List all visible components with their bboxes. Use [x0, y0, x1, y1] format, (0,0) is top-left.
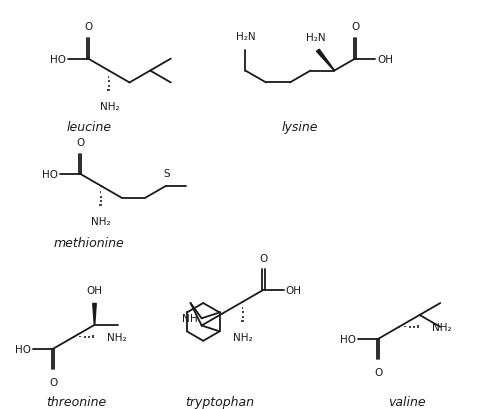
Text: valine: valine: [388, 395, 426, 408]
Text: H: H: [190, 313, 197, 323]
Text: O: O: [374, 367, 382, 377]
Text: S: S: [164, 169, 170, 178]
Text: H₂N: H₂N: [236, 32, 255, 42]
Text: lysine: lysine: [282, 120, 318, 133]
Text: HO: HO: [50, 54, 66, 65]
Text: NH₂: NH₂: [432, 322, 452, 332]
Text: O: O: [351, 22, 359, 32]
Text: methionine: methionine: [54, 236, 124, 249]
Text: O: O: [49, 377, 57, 387]
Text: NH₂: NH₂: [91, 217, 111, 227]
Text: HO: HO: [340, 334, 356, 344]
Text: O: O: [76, 137, 85, 147]
Text: OH: OH: [87, 286, 102, 296]
Text: H₂N: H₂N: [306, 33, 326, 43]
Polygon shape: [316, 50, 335, 72]
Text: NH₂: NH₂: [233, 332, 253, 342]
Text: N: N: [182, 313, 189, 323]
Text: O: O: [84, 22, 92, 32]
Text: HO: HO: [15, 344, 31, 354]
Text: NH₂: NH₂: [100, 102, 120, 112]
Text: OH: OH: [286, 285, 302, 295]
Text: tryptophan: tryptophan: [185, 395, 255, 408]
Text: O: O: [260, 253, 268, 263]
Polygon shape: [93, 303, 96, 325]
Text: HO: HO: [42, 169, 58, 180]
Text: NH₂: NH₂: [107, 332, 127, 342]
Text: leucine: leucine: [66, 120, 111, 133]
Text: threonine: threonine: [46, 395, 106, 408]
Text: OH: OH: [377, 54, 393, 65]
